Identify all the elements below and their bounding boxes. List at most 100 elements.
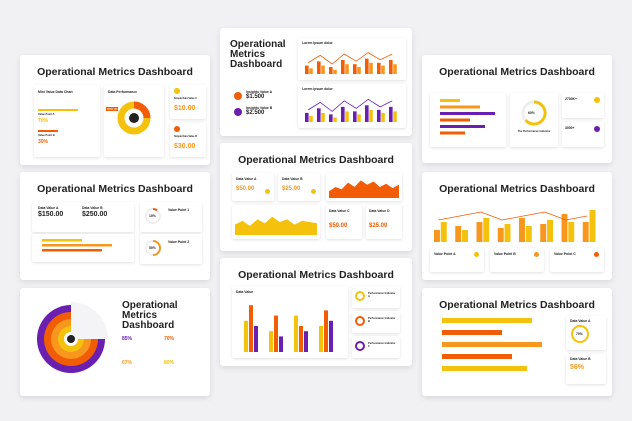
bar (345, 64, 349, 74)
gear-icon (67, 335, 75, 343)
value-d-amount: $25.00 (369, 223, 388, 229)
indicator-c-card: Performance Indicator C (352, 336, 400, 358)
slide-thumbnail-2[interactable]: Operational Metrics Dashboard Operationa… (220, 28, 412, 136)
bar (389, 60, 393, 74)
value-c-card: Value Point C (550, 248, 604, 272)
value-a-label: Value Point A (434, 252, 456, 256)
data-performance-card: Data Performance $350.00 (104, 85, 164, 157)
bar (274, 315, 278, 352)
performance-title: Data Performance (108, 90, 138, 94)
indicator-b-label: Performance Indicator B (368, 317, 396, 323)
bar (341, 60, 345, 74)
bar (440, 131, 465, 135)
point-a-label: Value Point A (38, 113, 55, 116)
value-b-label: Value Point B (494, 252, 516, 256)
simple-a-amount: $10.00 (174, 105, 196, 112)
data-value-b-amount: 56% (570, 364, 585, 371)
bar (369, 62, 373, 74)
data-value-a-card: Data Value A 70% (566, 316, 606, 350)
orange-area-chart (329, 180, 399, 198)
slide-thumbnail-5[interactable]: Operational Metrics Dashboard Data Value… (220, 143, 412, 251)
bar (525, 226, 532, 242)
ring-1 (145, 207, 161, 224)
trend-line (307, 98, 393, 112)
title-line-3: Dashboard (122, 320, 175, 331)
mini-bar-2 (38, 130, 58, 132)
slide-title: Operational Metrics Dashboard (439, 299, 595, 311)
trend-line (307, 52, 393, 65)
bar (440, 118, 470, 122)
slide-thumbnail-1[interactable]: Operational Metrics Dashboard Mini Value… (20, 55, 210, 165)
mini-chart-card: Mini Value Data Chart Value Point A 70% … (34, 85, 100, 157)
value-point-1-label: Value Point 1 (168, 208, 190, 212)
slide-title: Operational Metrics Dashboard (238, 154, 394, 166)
area (235, 216, 317, 235)
stat-2: 70% (164, 336, 175, 342)
bar (357, 67, 361, 74)
performance-ring (521, 100, 547, 126)
data-a-label: Data Value A (38, 206, 59, 210)
slide-thumbnail-3[interactable]: Operational Metrics Dashboard 60% The Pe… (422, 55, 612, 163)
data-value-b-card: Data Value B 56% (566, 354, 606, 384)
stat-1: 85% (122, 336, 133, 342)
value-b-card: Value Point B (490, 248, 544, 272)
insight-b-label: Insights Value B (246, 106, 273, 110)
value-b-label: Data Value B (282, 177, 303, 181)
bar (393, 64, 397, 74)
chart-a-label: Lorem ipsum dolor (302, 41, 333, 45)
bar (381, 65, 385, 74)
slide-thumbnail-8[interactable]: Operational Metrics Dashboard Data Value… (220, 258, 412, 366)
bar (299, 326, 303, 352)
value-ring (571, 325, 589, 343)
value-point-2-label: Value Point 2 (168, 240, 190, 244)
simple-value-a-card: Simple Data Value A $10.00 (170, 85, 206, 119)
slide-thumbnail-7[interactable]: Operational Metrics Dashboard 85% 70% 67… (20, 288, 210, 396)
combo-bar-line-chart (434, 210, 596, 242)
value-c-icon (594, 252, 599, 257)
point-b-label: Value Point B (38, 134, 55, 137)
chart-a-card: Lorem ipsum dolor (298, 38, 406, 80)
title-line-1: Operational (122, 300, 178, 311)
bar (329, 320, 333, 352)
bar (377, 109, 381, 122)
bar (333, 117, 337, 122)
value-b-amount: $25.00 (282, 186, 301, 192)
yellow-area-chart (235, 216, 317, 235)
purple-bar-chart (305, 98, 397, 122)
ring-value: 60% (528, 111, 535, 115)
value-d-card: Data Value D $25.00 (366, 205, 402, 239)
area-chart-orange-card (326, 173, 402, 201)
insight-a-label: Insights Value A (246, 90, 273, 94)
bar (365, 58, 369, 74)
slide-title: Operational Metrics Dashboard (439, 183, 595, 195)
bar (440, 222, 447, 242)
bar (341, 106, 345, 122)
chart-b-label: Lorem ipsum dolor (302, 87, 333, 91)
slide-thumbnail-6[interactable]: Operational Metrics Dashboard Value Poin… (422, 172, 612, 280)
slide-thumbnail-9[interactable]: Operational Metrics Dashboard Data Value… (422, 288, 612, 396)
bar (369, 109, 373, 122)
simple-a-label: Simple Data Value A (174, 97, 197, 100)
bar (249, 305, 253, 352)
bar (561, 214, 568, 242)
bar (442, 318, 532, 323)
value-a-icon (474, 252, 479, 257)
insight-b-amount: $2.500 (246, 110, 265, 116)
kpi-2-value: 3000+ (565, 126, 575, 130)
data-values-card: Data Value A $150.00 Data Value B $250.0… (32, 202, 134, 232)
slide-thumbnail-4[interactable]: Operational Metrics Dashboard Data Value… (20, 172, 210, 280)
performance-label: The Performance Indicator (517, 130, 551, 133)
bar (317, 108, 321, 122)
bar (440, 99, 460, 102)
bar (381, 112, 385, 122)
data-a-amount: $150.00 (38, 211, 64, 218)
performance-card: 60% The Performance Indicator (510, 93, 558, 147)
coin-icon (174, 88, 180, 94)
bar (455, 226, 462, 242)
data-value-b-label: Data Value B (570, 357, 591, 361)
bar (324, 310, 328, 352)
simple-b-amount: $30.00 (174, 143, 196, 150)
grouped-bar-chart (244, 305, 333, 352)
bar (321, 112, 325, 122)
bar (540, 224, 547, 242)
